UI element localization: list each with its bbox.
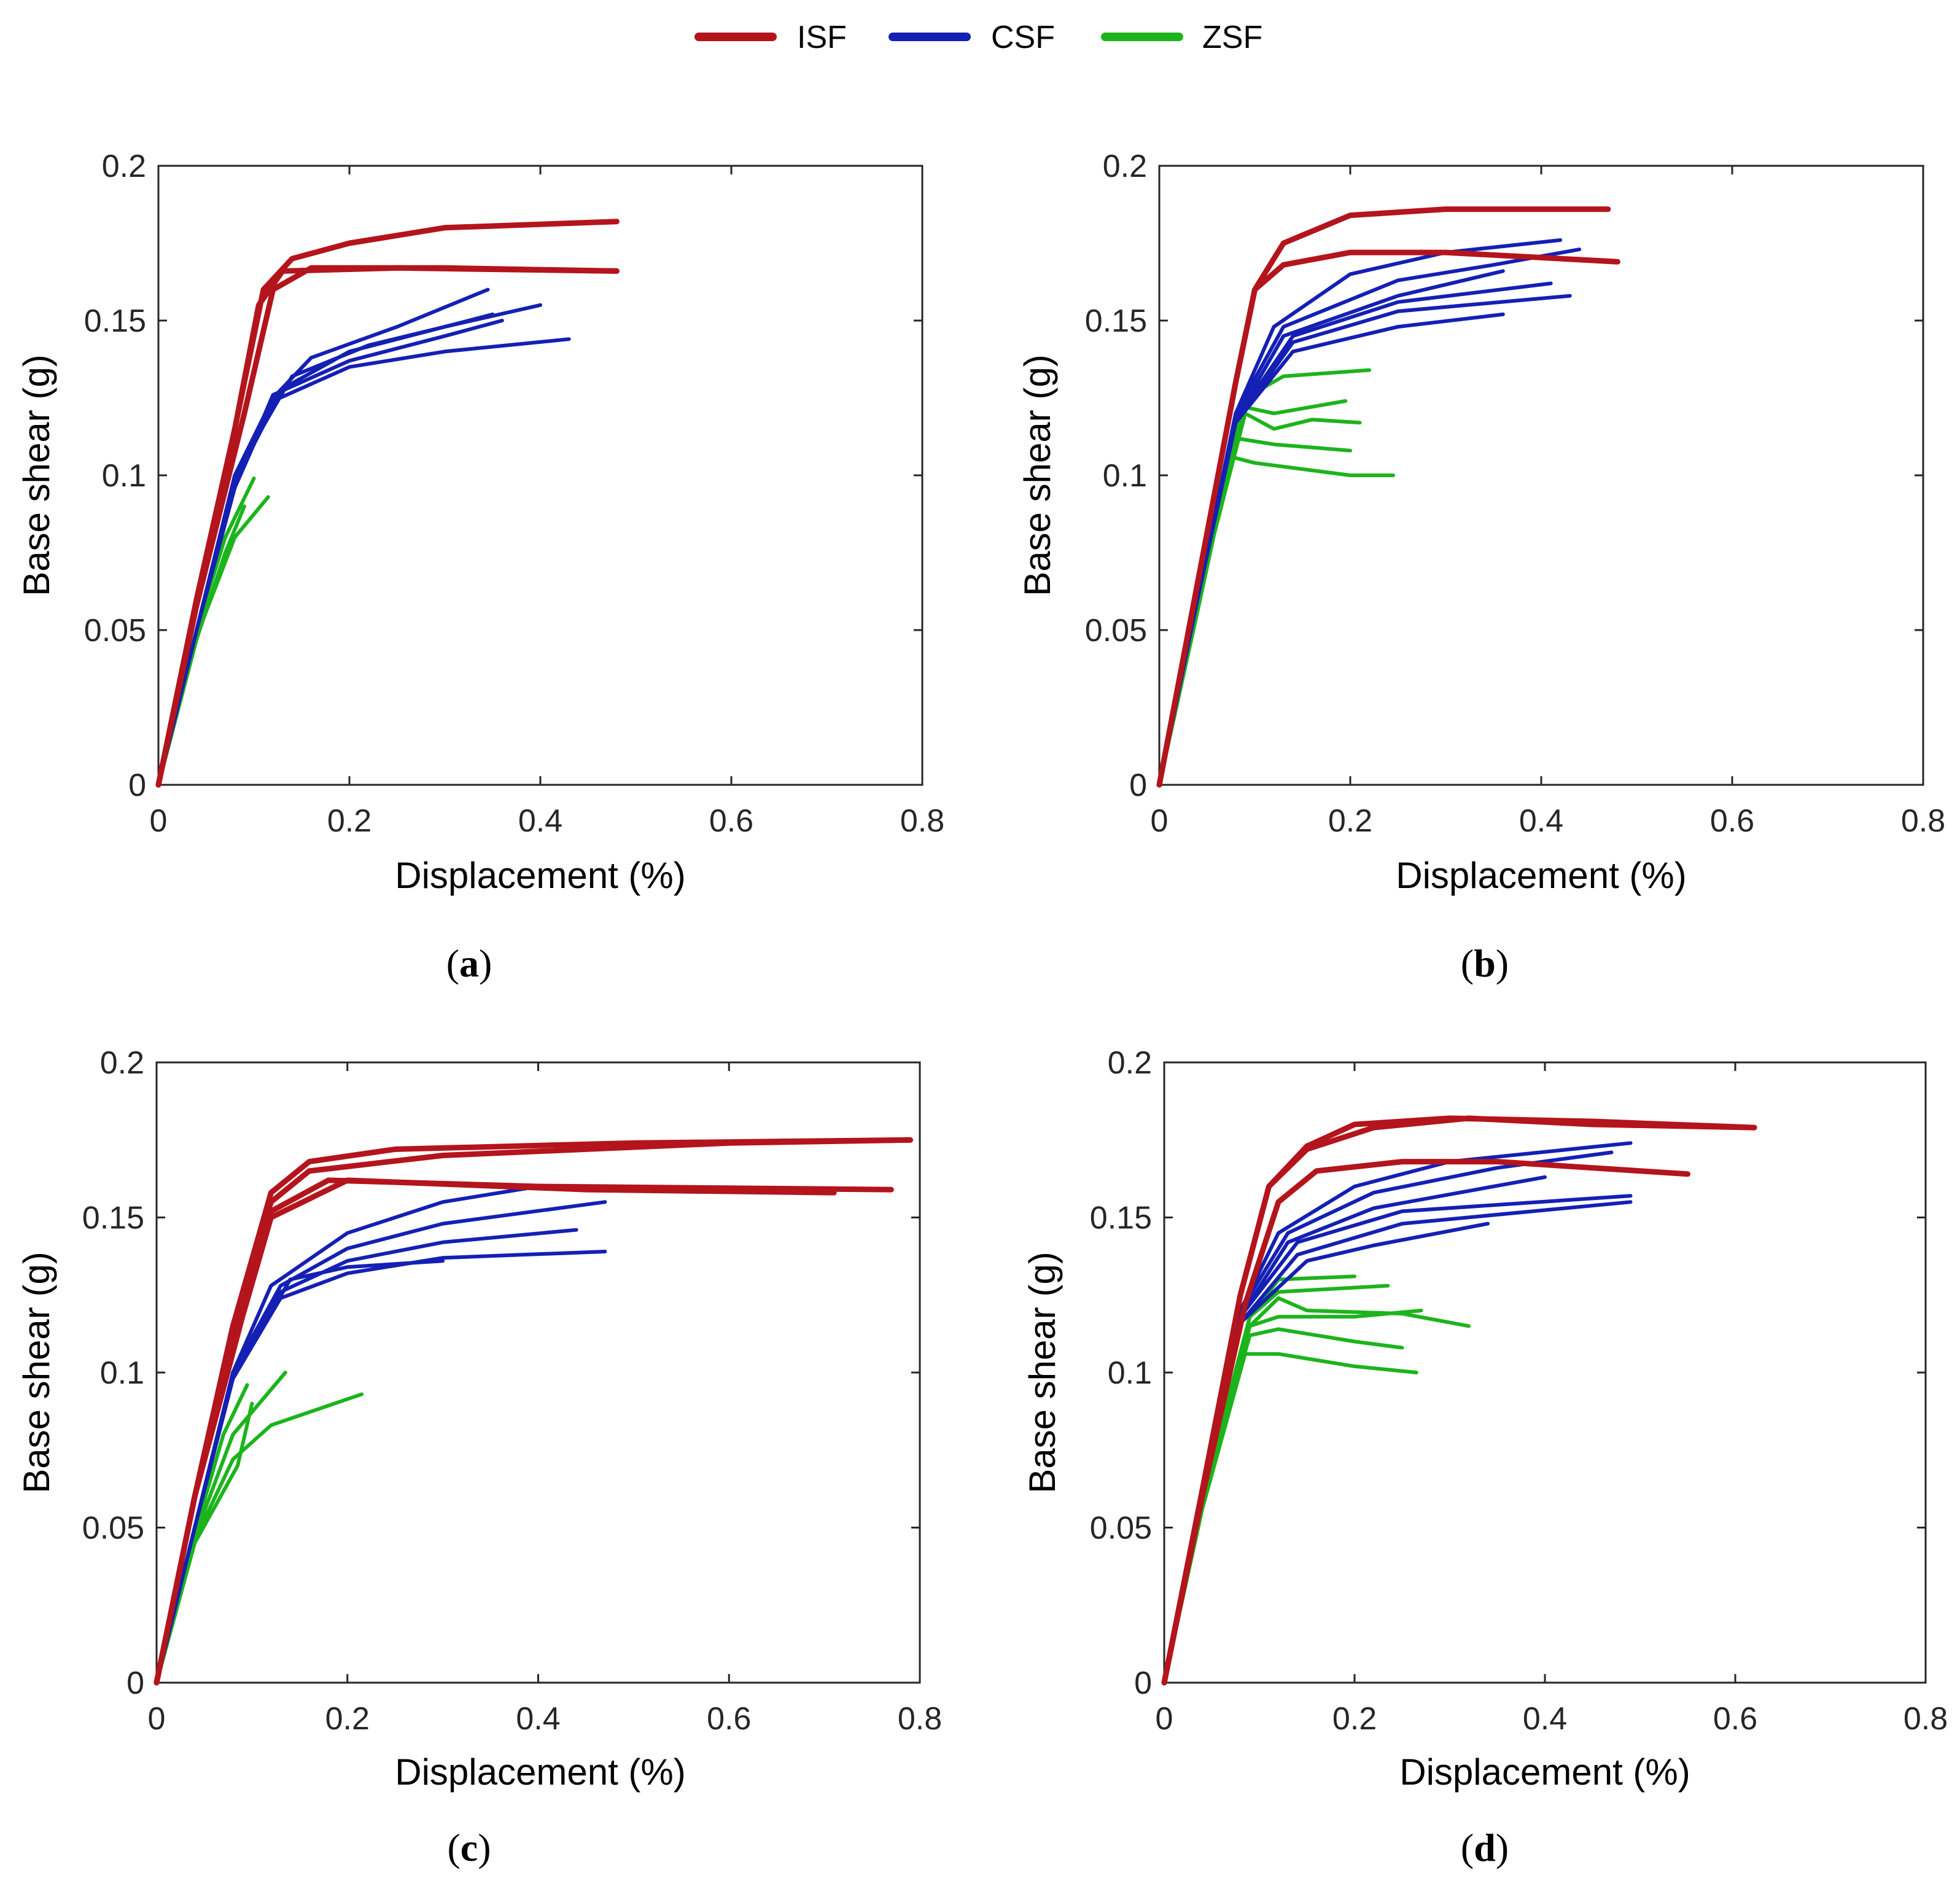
plot-area-frame [157,165,924,786]
series-line-isf [155,265,620,788]
series-line-isf [155,265,620,788]
y-tick-label: 0.15 [1085,303,1147,339]
panel-b: Base shear (g) Displacement (%) (b) 0 0.2… [1017,149,1945,985]
x-tick-label: 0.8 [900,803,944,839]
series-line-zsf [1162,1283,1390,1685]
legend-label-csf: CSF [991,20,1055,55]
x-tick-label: 0 [150,803,168,839]
series-line-zsf [1157,454,1395,787]
x-tick-label: 0 [1156,1701,1173,1737]
y-tick-label: 0.05 [82,1511,144,1546]
panel-label: (d) [1461,1826,1509,1869]
panel-d: Base shear (g) Displacement (%) (d) 0 0.2… [1022,1045,1948,1869]
plot-area-frame [155,1061,921,1684]
x-tick-label: 0.6 [709,803,753,839]
legend-label-zsf: ZSF [1202,20,1262,55]
y-tick-label: 0.2 [102,149,146,184]
series-line-zsf [1157,368,1372,787]
legend-label-isf: ISF [797,20,847,55]
y-tick-label: 0.2 [1108,1045,1152,1081]
series-line-csf [157,337,571,787]
x-tick-label: 0 [1151,803,1169,839]
series-line-isf [1156,249,1620,788]
series-line-csf [155,1250,607,1685]
series-line-isf [154,1177,837,1686]
plot-area-frame [1163,1061,1927,1684]
x-tick-label: 0.4 [518,803,562,839]
y-tick-label: 0 [1134,1665,1152,1701]
series-line-isf [1161,1115,1757,1686]
y-tick-label: 0 [126,1665,144,1701]
y-axis-label: Base shear (g) [16,354,57,596]
x-tick-label: 0.2 [1328,803,1372,839]
y-tick-label: 0.2 [100,1045,144,1081]
y-tick-label: 0.05 [84,613,146,648]
x-tick-label: 0.2 [325,1701,370,1737]
series-line-zsf [1157,411,1362,787]
series-line-csf [155,1259,445,1685]
x-axis-label: Displacement (%) [395,1751,685,1793]
y-tick-label: 0.1 [102,458,146,494]
x-tick-label: 0.4 [1519,803,1563,839]
x-tick-label: 0.4 [516,1701,560,1737]
y-tick-label: 0.1 [1108,1355,1152,1391]
series-line-csf [1162,1150,1614,1685]
y-tick-label: 0.2 [1103,149,1147,184]
panel-label: (c) [447,1826,491,1869]
series-line-csf [157,303,542,787]
series-line-zsf [1162,1352,1418,1685]
series-line-csf [155,1200,607,1685]
series-line-csf [157,312,495,787]
panel-label-letter: c [461,1826,478,1869]
panel-label: (b) [1461,941,1509,985]
x-tick-label: 0.2 [327,803,371,839]
series-line-csf [1157,247,1582,787]
x-tick-label: 0.6 [707,1701,751,1737]
x-tick-label: 0.4 [1523,1701,1567,1737]
series-line-zsf [1157,399,1348,787]
y-tick-label: 0.1 [1103,458,1147,494]
x-tick-label: 0.6 [1713,1701,1757,1737]
series-line-csf [1162,1200,1633,1685]
y-tick-label: 0.05 [1085,613,1147,648]
series-line-zsf [157,477,256,787]
panel-label-letter: a [459,941,479,985]
legend: ISF CSF ZSF [694,20,1262,55]
x-tick-label: 0.8 [1901,803,1945,839]
y-tick-label: 0.15 [82,1201,144,1236]
y-axis-label: Base shear (g) [1017,354,1058,596]
x-axis-label: Displacement (%) [395,855,685,896]
x-axis-label: Displacement (%) [1396,855,1686,896]
panel-label-letter: b [1474,941,1496,985]
panel-label: (a) [446,941,492,985]
panel-label-letter: d [1474,1826,1496,1869]
series-line-zsf [1157,436,1352,787]
y-tick-label: 0.1 [100,1355,144,1391]
series-line-zsf [1162,1296,1471,1685]
series-line-csf [155,1228,578,1685]
panel-c: Base shear (g) Displacement (%) (c) 0 0.2… [16,1045,942,1869]
y-axis-label: Base shear (g) [1022,1252,1063,1494]
series-line-zsf [155,1401,254,1685]
series-line-csf [1157,281,1553,787]
y-tick-label: 0.15 [1090,1201,1152,1236]
series-line-csf [1162,1194,1633,1685]
x-axis-label: Displacement (%) [1399,1751,1690,1793]
y-tick-label: 0 [1129,768,1147,803]
x-tick-label: 0.8 [1904,1701,1948,1737]
y-tick-label: 0.05 [1090,1511,1152,1546]
y-tick-label: 0.15 [84,303,146,339]
series-line-isf [1161,1159,1690,1686]
x-tick-label: 0.6 [1710,803,1754,839]
series-line-isf [1161,1115,1757,1686]
x-tick-label: 0.2 [1332,1701,1377,1737]
y-axis-label: Base shear (g) [16,1252,57,1494]
x-tick-label: 0.8 [898,1701,942,1737]
panel-a: Base shear (g) Displacement (%) (a) 0 0.2… [16,149,944,985]
y-tick-label: 0 [128,768,146,803]
x-tick-label: 0 [148,1701,166,1737]
series-line-isf [1156,206,1611,788]
